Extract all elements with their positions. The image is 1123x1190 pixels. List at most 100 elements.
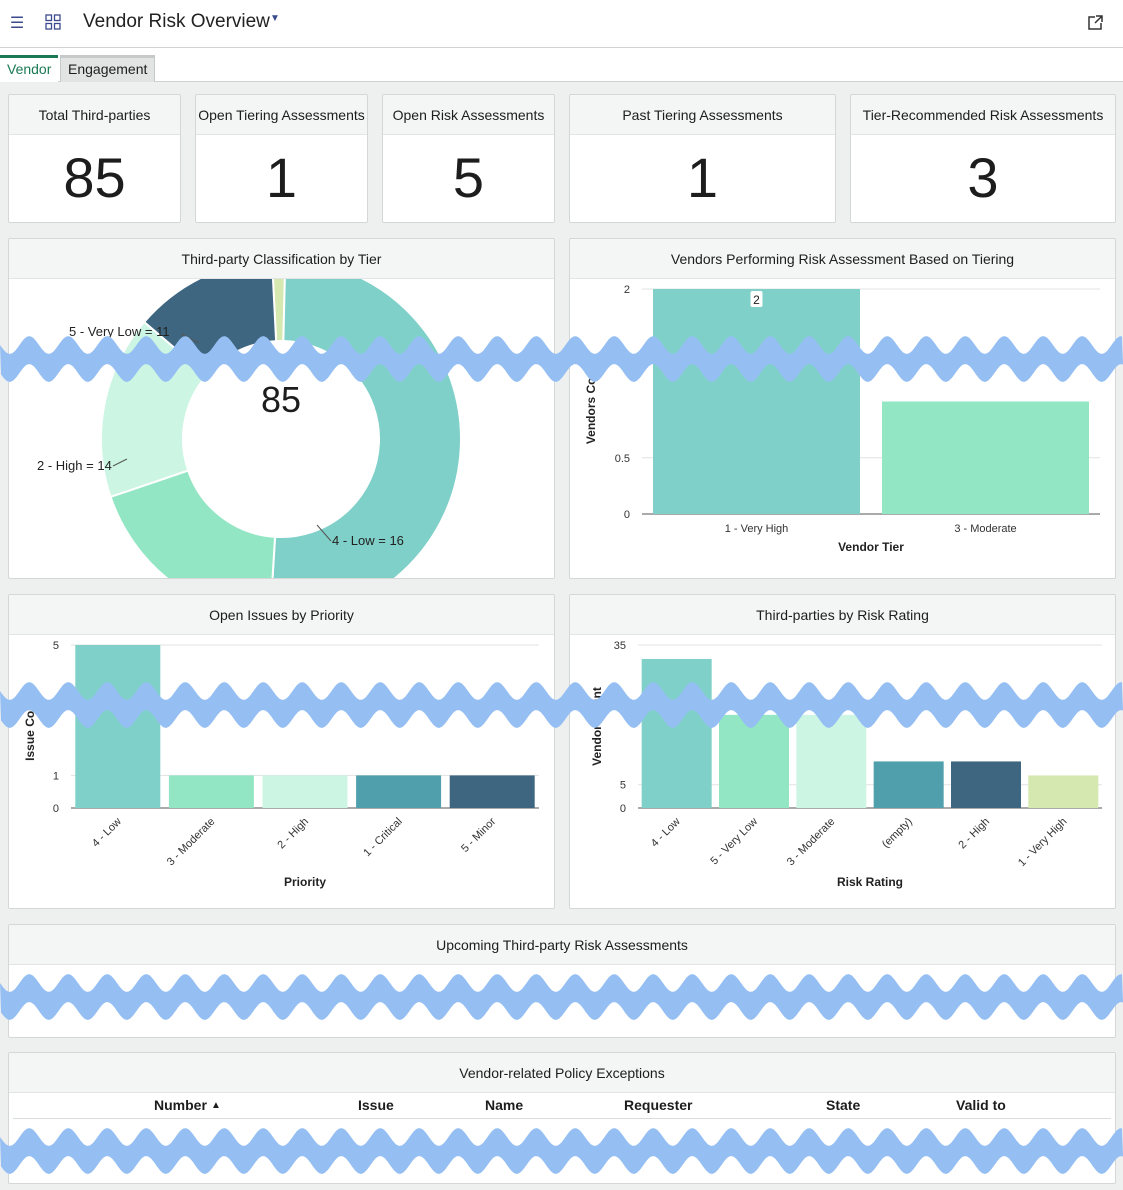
share-icon[interactable] (1085, 14, 1105, 34)
bar (951, 761, 1021, 808)
slice-leader-line (316, 524, 332, 542)
bar (873, 761, 944, 808)
occlusion-band (0, 682, 1123, 728)
tab-bar: Vendor Engagement (0, 48, 1123, 82)
kpi-value: 1 (265, 146, 298, 209)
y-tick-label: 35 (614, 640, 626, 652)
bar (168, 775, 254, 808)
donut-slice (109, 469, 277, 578)
risk-rating-card: Third-parties by Risk Rating 0 5 35 4 - Low… (569, 594, 1116, 909)
dashboard-grid-icon[interactable] (43, 14, 63, 34)
kpi-label: Open Tiering Assessments (196, 95, 367, 135)
tab-engagement[interactable]: Engagement (60, 55, 156, 82)
kpi-total-third-parties[interactable]: Total Third-parties 85 (8, 94, 181, 223)
occlusion-wave (0, 1128, 1123, 1174)
y-tick-label: 5 (620, 780, 626, 792)
x-tick-label: 5 - Very Low (708, 816, 760, 868)
column-header-name[interactable]: Name (485, 1097, 524, 1113)
bar (796, 714, 867, 808)
bar (882, 401, 1089, 514)
slice-label: 5 - Very Low = 11 (69, 324, 170, 339)
tab-vendor[interactable]: Vendor (0, 55, 59, 82)
bar (1028, 775, 1099, 808)
x-axis-title: Vendor Tier (838, 540, 904, 554)
data-label: 2 (753, 293, 760, 307)
table-header: Number ▲ Issue Name Requester State Vali… (13, 1093, 1111, 1119)
y-tick-label: 0 (53, 803, 59, 815)
donut-slice (271, 258, 462, 578)
chart-title: Vendors Performing Risk Assessment Based… (570, 239, 1115, 279)
y-tick-label: 2 (624, 284, 630, 296)
card-title: Vendor-related Policy Exceptions (9, 1053, 1115, 1093)
x-tick-label: 3 - Moderate (785, 816, 838, 869)
tier-classification-card: Third-party Classification by Tier (empt… (8, 238, 555, 579)
occlusion-wave (0, 974, 1123, 1020)
top-header: ☰ Vendor Risk Overview ▼ (0, 0, 1123, 48)
kpi-open-risk-assessments[interactable]: Open Risk Assessments 5 (382, 94, 555, 223)
y-tick-label: 0 (620, 803, 626, 815)
x-tick-label: 1 - Very High (1016, 816, 1069, 869)
kpi-label: Past Tiering Assessments (570, 95, 835, 135)
kpi-value: 5 (452, 146, 485, 209)
tier-donut-chart: (empty) = 14 - Low = 162 - High = 145 - … (37, 258, 462, 578)
bar (262, 775, 348, 808)
bar (356, 775, 442, 808)
vendor-tier-bar-chart: 0 0.5 2 1 - Very High 2 3 - Moderate Vendor Ti… (584, 284, 1100, 554)
column-header-valid-to[interactable]: Valid to (956, 1097, 1006, 1113)
y-tick-label: 1 (53, 770, 59, 782)
column-header-requester[interactable]: Requester (624, 1097, 693, 1113)
x-tick-label: 3 - Moderate (954, 523, 1016, 535)
kpi-label: Tier-Recommended Risk Assessments (851, 95, 1115, 135)
column-header-number[interactable]: Number (154, 1097, 207, 1113)
card-title: Upcoming Third-party Risk Assessments (9, 925, 1115, 965)
chart-title: Open Issues by Priority (9, 595, 554, 635)
chart-title: Third-parties by Risk Rating (570, 595, 1115, 635)
kpi-tier-recommended-risk-assessments[interactable]: Tier-Recommended Risk Assessments 3 (850, 94, 1116, 223)
x-tick-label: 5 - Minor (459, 815, 498, 854)
kpi-past-tiering-assessments[interactable]: Past Tiering Assessments 1 (569, 94, 836, 223)
x-tick-label: (empty) (880, 816, 915, 851)
slice-leader-line (112, 458, 128, 467)
donut-center-label: 85 (261, 379, 301, 420)
bar (653, 289, 860, 514)
x-tick-label: 2 - High (956, 816, 992, 852)
issues-priority-bar-chart: 0 1 5 4 - Low 3 - Moderate 2 - High 1 - Critic… (23, 640, 539, 889)
x-tick-label: 2 - High (275, 816, 311, 852)
x-tick-label: 4 - Low (90, 816, 124, 850)
occlusion-band (0, 1128, 1123, 1174)
occlusion-band (0, 336, 1123, 382)
sort-ascending-icon[interactable]: ▲ (211, 1100, 221, 1111)
y-tick-label: 5 (53, 640, 59, 652)
kpi-open-tiering-assessments[interactable]: Open Tiering Assessments 1 (195, 94, 368, 223)
chart-title: Third-party Classification by Tier (9, 239, 554, 279)
x-tick-label: 1 - Very High (725, 523, 789, 535)
risk-assessment-tiering-card: Vendors Performing Risk Assessment Based… (569, 238, 1116, 579)
bar (449, 775, 535, 808)
x-axis-title: Risk Rating (837, 875, 903, 889)
y-tick-label: 0.5 (615, 453, 630, 465)
x-tick-label: 4 - Low (649, 816, 683, 850)
occlusion-wave (0, 682, 1123, 728)
slice-label: 2 - High = 14 (37, 458, 112, 473)
x-axis-title: Priority (284, 875, 326, 889)
x-tick-label: 3 - Moderate (165, 816, 218, 869)
y-tick-label: 0 (624, 509, 630, 521)
kpi-value: 1 (686, 146, 719, 209)
column-header-state[interactable]: State (826, 1097, 861, 1113)
kpi-value: 85 (63, 146, 126, 209)
menu-icon[interactable]: ☰ (9, 15, 25, 32)
column-header-issue[interactable]: Issue (358, 1097, 394, 1113)
risk-rating-bar-chart: 0 5 35 4 - Low 5 - Very Low 3 - Moderate (empt… (590, 640, 1102, 889)
slice-label: 4 - Low = 16 (332, 533, 404, 548)
occlusion-band (0, 974, 1123, 1020)
bar (719, 714, 789, 808)
page-title: Vendor Risk Overview (83, 11, 270, 32)
open-issues-card: Open Issues by Priority 0 1 5 4 - Low 3 - Mo… (8, 594, 555, 909)
occlusion-wave (0, 336, 1123, 382)
x-tick-label: 1 - Critical (361, 816, 404, 859)
slice-leader-line (180, 333, 200, 344)
kpi-label: Total Third-parties (9, 95, 180, 135)
chevron-down-icon[interactable]: ▼ (270, 13, 280, 24)
data-label-bg (750, 291, 763, 307)
kpi-value: 3 (967, 146, 999, 209)
